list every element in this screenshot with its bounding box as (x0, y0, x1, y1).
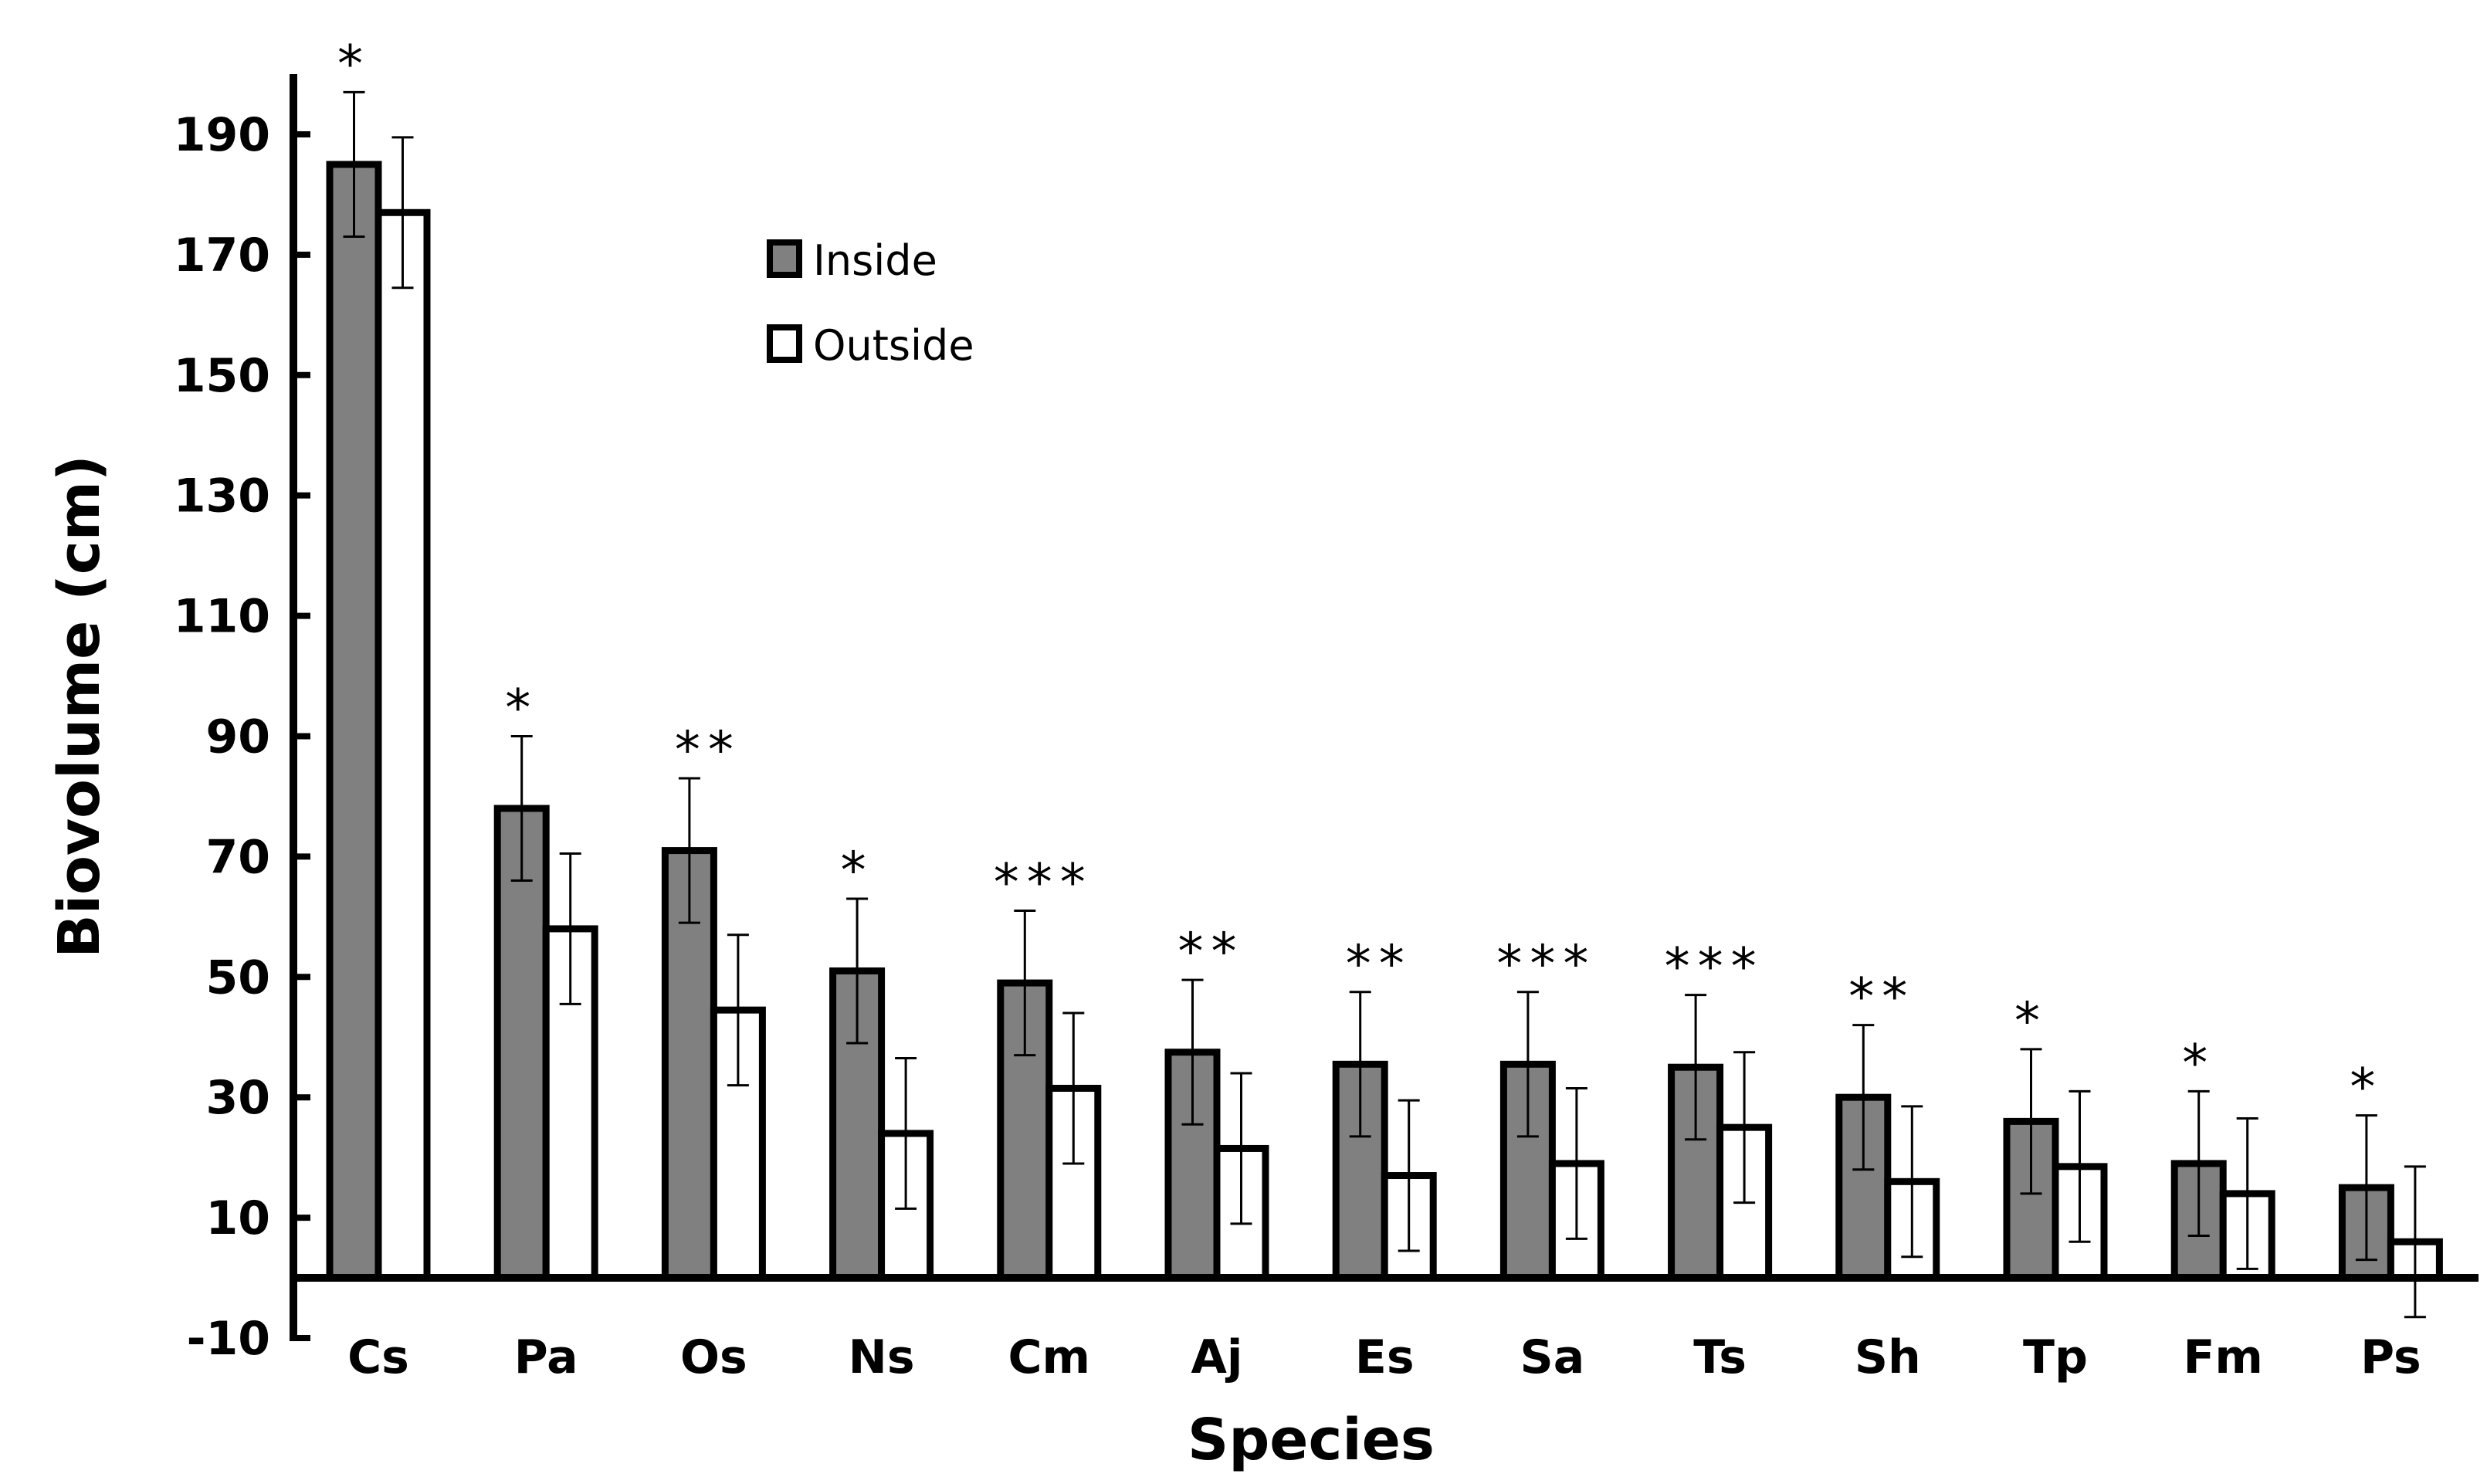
legend-swatch-outside (767, 324, 802, 363)
x-tick-label-sa: Sa (1520, 1330, 1585, 1384)
error-bar-outside-aj (1230, 1072, 1252, 1225)
x-tick-label-es: Es (1355, 1330, 1415, 1384)
error-bars-layer (343, 90, 2426, 1319)
significance-label-fm: * (2182, 1033, 2215, 1093)
x-tick-label-ps: Ps (2360, 1330, 2421, 1384)
y-tick-label: 150 (174, 349, 270, 403)
legend: Inside Outside (767, 236, 974, 370)
significance-label-cm: *** (994, 853, 1093, 913)
error-bar-inside-es (1349, 991, 1371, 1138)
significance-label-es: ** (1346, 934, 1412, 994)
significance-label-pa: * (505, 678, 538, 737)
significance-label-os: ** (675, 720, 741, 780)
significance-label-sa: *** (1496, 934, 1596, 994)
error-bar-outside-fm (2236, 1116, 2258, 1270)
significance-label-ps: * (2350, 1058, 2383, 1117)
error-bar-outside-os (727, 933, 749, 1087)
x-tick-label-aj: Aj (1191, 1330, 1242, 1384)
error-bar-outside-es (1398, 1099, 1420, 1252)
error-bar-outside-ns (895, 1057, 917, 1210)
error-bar-outside-cs (391, 136, 414, 290)
significance-label-ns: * (841, 841, 874, 900)
error-bar-outside-cm (1062, 1011, 1085, 1165)
error-bar-inside-os (678, 777, 700, 924)
legend-label-inside: Inside (813, 236, 937, 285)
error-bar-inside-ns (846, 897, 869, 1045)
significance-label-tp: * (2014, 991, 2048, 1051)
x-tick-label-os: Os (680, 1330, 747, 1384)
error-bar-inside-tp (2020, 1048, 2042, 1195)
y-tick-label: 30 (206, 1071, 271, 1125)
y-tick-label: 10 (206, 1191, 271, 1245)
y-tick-label: 50 (206, 950, 271, 1005)
legend-label-outside: Outside (813, 321, 974, 370)
error-bar-outside-sa (1565, 1086, 1587, 1240)
y-tick-label: -10 (187, 1312, 270, 1366)
legend-item-outside: Outside (767, 321, 974, 370)
x-tick-label-cm: Cm (1008, 1330, 1091, 1384)
y-tick-label: 130 (174, 469, 270, 523)
axes-layer (290, 74, 2479, 1341)
significance-label-aj: ** (1178, 922, 1245, 981)
bar-inside-cs (326, 161, 382, 1282)
x-axis-title: Species (1188, 1407, 1435, 1473)
significance-label-cs: * (337, 34, 371, 93)
error-bar-outside-pa (559, 852, 581, 1005)
error-bar-inside-pa (510, 734, 533, 883)
significance-label-ts: *** (1665, 937, 1764, 997)
legend-item-inside: Inside (767, 236, 937, 285)
significance-layer: ***** ***** ** *** ***** ** * (337, 34, 2383, 1117)
error-bar-inside-aj (1181, 978, 1204, 1126)
error-bar-outside-sh (1901, 1105, 1923, 1259)
error-bar-outside-tp (2069, 1089, 2091, 1243)
error-bar-inside-sh (1852, 1024, 1875, 1171)
bar-outside-cs (374, 208, 431, 1282)
x-tick-label-pa: Pa (514, 1330, 578, 1384)
error-bar-inside-cm (1014, 910, 1036, 1057)
x-tick-label-fm: Fm (2183, 1330, 2263, 1384)
error-bar-outside-ts (1733, 1051, 1756, 1204)
y-tick-label: 110 (174, 590, 270, 644)
error-bar-inside-fm (2187, 1089, 2210, 1237)
error-bar-inside-cs (343, 90, 365, 238)
y-tick-label: 90 (206, 710, 271, 764)
error-bar-outside-ps (2404, 1165, 2426, 1319)
significance-label-sh: ** (1848, 967, 1915, 1027)
y-tick-label: 170 (174, 229, 270, 283)
x-tick-label-ts: Ts (1693, 1330, 1747, 1384)
y-tick-label: 70 (206, 830, 271, 884)
bar-outside-os (710, 1006, 766, 1282)
y-tick-label: 190 (174, 108, 270, 162)
x-tick-label-cs: Cs (347, 1330, 409, 1384)
error-bar-inside-ts (1685, 994, 1707, 1141)
x-tick-label-sh: Sh (1855, 1330, 1921, 1384)
legend-swatch-inside (767, 239, 802, 278)
x-tick-labels-layer: Cs Pa Os Ns Cm Aj Es Sa Ts Sh Tp Fm Ps (347, 1330, 2421, 1384)
error-bar-inside-sa (1516, 991, 1539, 1138)
y-ticks-layer: -10 10 30 50 70 90 110 130 150 170 190 (174, 108, 310, 1366)
x-tick-label-tp: Tp (2023, 1330, 2088, 1384)
error-bar-inside-ps (2355, 1114, 2377, 1262)
bars-layer (326, 161, 2443, 1282)
x-tick-label-ns: Ns (849, 1330, 915, 1384)
y-axis-title: Biovolume (cm) (46, 455, 113, 957)
